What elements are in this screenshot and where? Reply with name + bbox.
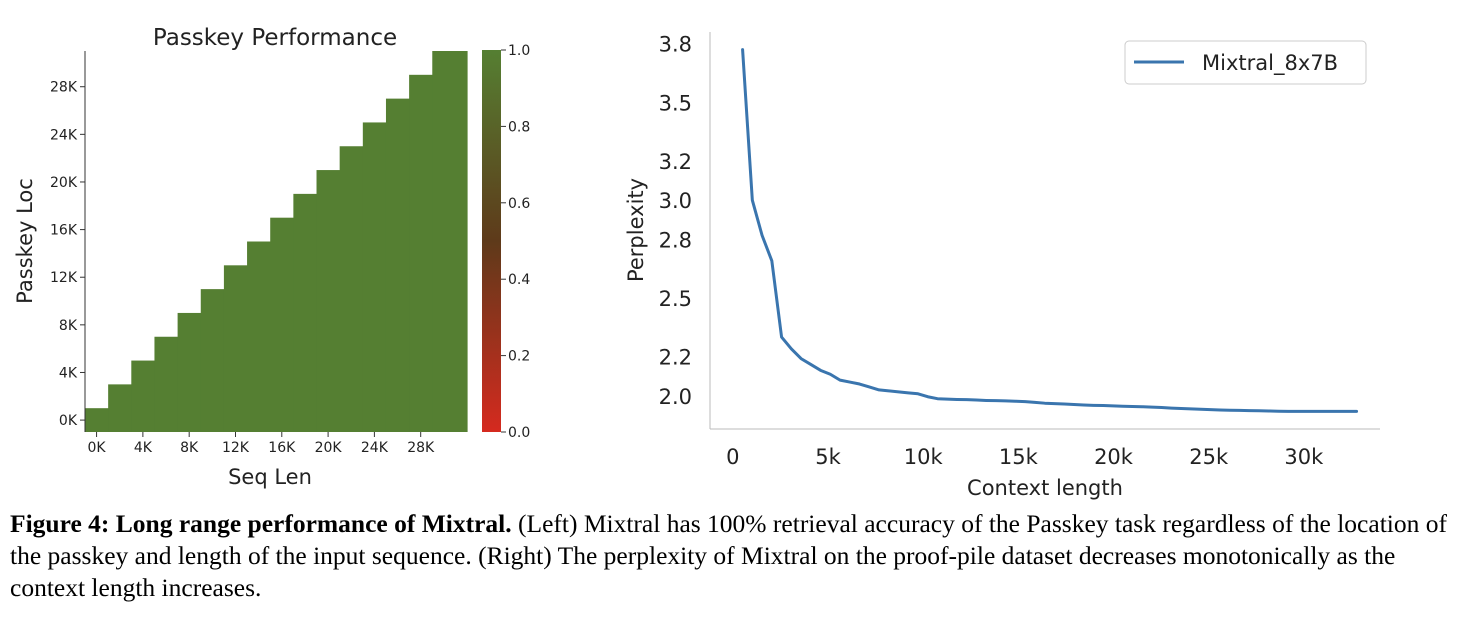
heatmap-x-tick-label: 12K xyxy=(222,440,250,456)
line-y-tick-label: 2.2 xyxy=(659,346,692,370)
line-y-tick-label: 3.0 xyxy=(659,189,692,213)
heatmap-cell xyxy=(85,408,109,432)
heatmap-cell xyxy=(362,122,387,432)
heatmap-cell xyxy=(339,146,364,432)
legend-box xyxy=(1124,40,1367,85)
caption-text: (Left) Mixtral has 100% retrieval accura… xyxy=(10,509,1447,602)
colorbar-ticks: 0.0 0.2 0.4 0.6 0.8 1.0 xyxy=(501,43,530,441)
line-y-tick-label: 3.5 xyxy=(659,91,692,115)
line-x-tick-label: 30k xyxy=(1284,445,1324,469)
line-y-tick-label: 3.2 xyxy=(659,150,692,174)
figure-caption: Figure 4: Long range performance of Mixt… xyxy=(10,508,1455,604)
heatmap-x-axis-label: Seq Len xyxy=(228,465,312,489)
heatmap-cell xyxy=(108,384,132,432)
heatmap-y-tick-label: 0K xyxy=(59,413,78,429)
heatmap-y-tick-label: 20K xyxy=(50,175,78,191)
heatmap-x-tick-label: 28K xyxy=(407,440,435,456)
heatmap-x-ticks: 0K 4K 8K 12K 16K 20K 24K 28K xyxy=(88,432,435,456)
line-y-tick-label: 2.8 xyxy=(659,228,692,252)
colorbar-gradient xyxy=(482,50,501,432)
colorbar: 0.0 0.2 0.4 0.6 0.8 1.0 xyxy=(482,43,530,441)
heatmap-cell xyxy=(247,241,271,432)
heatmap-y-tick-label: 28K xyxy=(50,80,78,96)
colorbar-tick-label: 0.8 xyxy=(508,119,530,135)
heatmap-y-axis-label: Passkey Loc xyxy=(13,178,37,304)
heatmap-cell xyxy=(270,217,294,432)
passkey-heatmap-panel: Passkey Performance 0K 4K 8K 12K 16K 20K 24K 28… xyxy=(13,25,468,489)
heatmap-cell xyxy=(409,74,433,432)
line-y-tick-label: 2.0 xyxy=(659,385,692,409)
line-x-tick-label: 5k xyxy=(815,445,841,469)
heatmap-x-tick-label: 16K xyxy=(268,440,296,456)
line-x-axis-label: Context length xyxy=(967,476,1123,500)
line-y-tick-label: 3.8 xyxy=(659,33,692,57)
line-x-tick-label: 25k xyxy=(1189,445,1229,469)
heatmap-cell xyxy=(432,51,468,432)
colorbar-tick-label: 1.0 xyxy=(508,43,530,59)
line-x-tick-label: 0 xyxy=(726,445,739,469)
line-y-ticks: 2.0 2.2 2.5 2.8 3.0 3.2 3.5 3.8 xyxy=(659,33,692,409)
series-line-mixtral xyxy=(741,48,1359,413)
heatmap-x-tick-label: 4K xyxy=(134,440,153,456)
legend-label: Mixtral_8x7B xyxy=(1202,51,1338,76)
heatmap-x-tick-label: 0K xyxy=(88,440,107,456)
heatmap-y-ticks: 0K 4K 8K 12K 16K 20K 24K 28K xyxy=(50,80,85,429)
heatmap-x-tick-label: 8K xyxy=(180,440,199,456)
heatmap-cell xyxy=(293,193,318,432)
heatmap-y-tick-label: 24K xyxy=(50,127,78,143)
heatmap-cell xyxy=(200,289,225,432)
line-y-tick-label: 2.5 xyxy=(659,287,692,311)
line-x-tick-label: 20k xyxy=(1094,445,1134,469)
perplexity-line-panel: 2.0 2.2 2.5 2.8 3.0 3.2 3.5 3.8 0 5k 10k 15k 20k 25k… xyxy=(624,32,1380,500)
colorbar-tick-label: 0.4 xyxy=(508,272,530,288)
heatmap-x-tick-label: 24K xyxy=(361,440,389,456)
heatmap-y-tick-label: 12K xyxy=(50,270,78,286)
heatmap-x-tick-label: 20K xyxy=(315,440,343,456)
heatmap-cell xyxy=(177,312,202,432)
heatmap-cell xyxy=(223,265,248,432)
colorbar-tick-label: 0.6 xyxy=(508,196,530,212)
heatmap-y-tick-label: 8K xyxy=(59,318,78,334)
heatmap-cell xyxy=(385,98,410,432)
caption-bold-lead: Figure 4: Long range performance of Mixt… xyxy=(10,509,512,538)
line-x-tick-label: 10k xyxy=(904,445,944,469)
heatmap-cells xyxy=(85,51,468,432)
heatmap-cell xyxy=(316,170,341,432)
heatmap-y-tick-label: 4K xyxy=(59,365,78,381)
line-x-ticks: 0 5k 10k 15k 20k 25k 30k xyxy=(726,445,1324,469)
line-x-tick-label: 15k xyxy=(999,445,1039,469)
colorbar-tick-label: 0.0 xyxy=(508,425,530,441)
heatmap-y-tick-label: 16K xyxy=(50,223,78,239)
colorbar-tick-label: 0.2 xyxy=(508,349,530,365)
heatmap-cell xyxy=(154,336,179,432)
heatmap-title: Passkey Performance xyxy=(153,25,397,51)
heatmap-cell xyxy=(131,360,156,432)
figure-canvas: Passkey Performance 0K 4K 8K 12K 16K 20K 24K 28… xyxy=(13,25,1380,500)
legend: Mixtral_8x7B xyxy=(1124,40,1367,85)
line-y-axis-label: Perplexity xyxy=(624,178,648,282)
